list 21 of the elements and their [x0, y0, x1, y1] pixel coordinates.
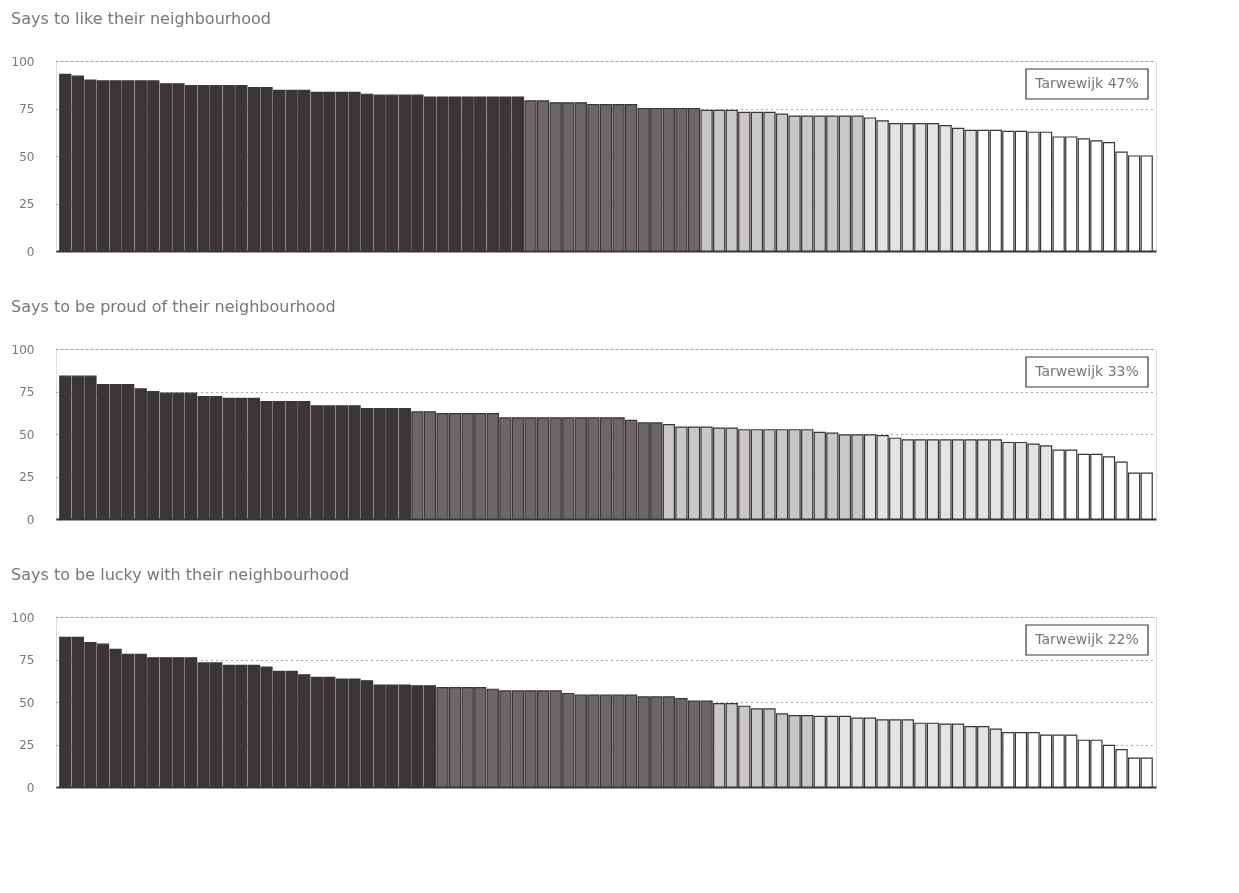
y-tick-label: 50 [19, 427, 35, 442]
y-tick-label: 50 [19, 695, 35, 710]
y-tick-label: 0 [26, 244, 35, 259]
y-tick-label: 75 [19, 653, 35, 667]
chart-title: Says to be lucky with their neighbourhood [11, 565, 350, 584]
chart-title: Says to like their neighbourhood [11, 9, 271, 28]
y-tick-label: 50 [19, 149, 35, 164]
y-tick-label: 25 [19, 738, 35, 752]
chart-title: Says to be proud of their neighbourhood [11, 297, 336, 316]
y-tick-label: 100 [11, 342, 35, 357]
y-tick-label: 100 [11, 610, 35, 625]
y-tick-label: 25 [19, 197, 35, 211]
y-tick-label: 75 [19, 102, 35, 116]
y-tick-label: 0 [26, 512, 35, 527]
y-tick-label: 75 [19, 385, 35, 399]
annotation: Tarwewijk 22% [1034, 631, 1139, 647]
y-tick-label: 0 [26, 780, 35, 795]
y-tick-label: 25 [19, 470, 35, 484]
y-tick-label: 100 [11, 54, 35, 69]
annotation: Tarwewijk 47% [1034, 75, 1139, 91]
annotation: Tarwewijk 33% [1034, 363, 1139, 379]
